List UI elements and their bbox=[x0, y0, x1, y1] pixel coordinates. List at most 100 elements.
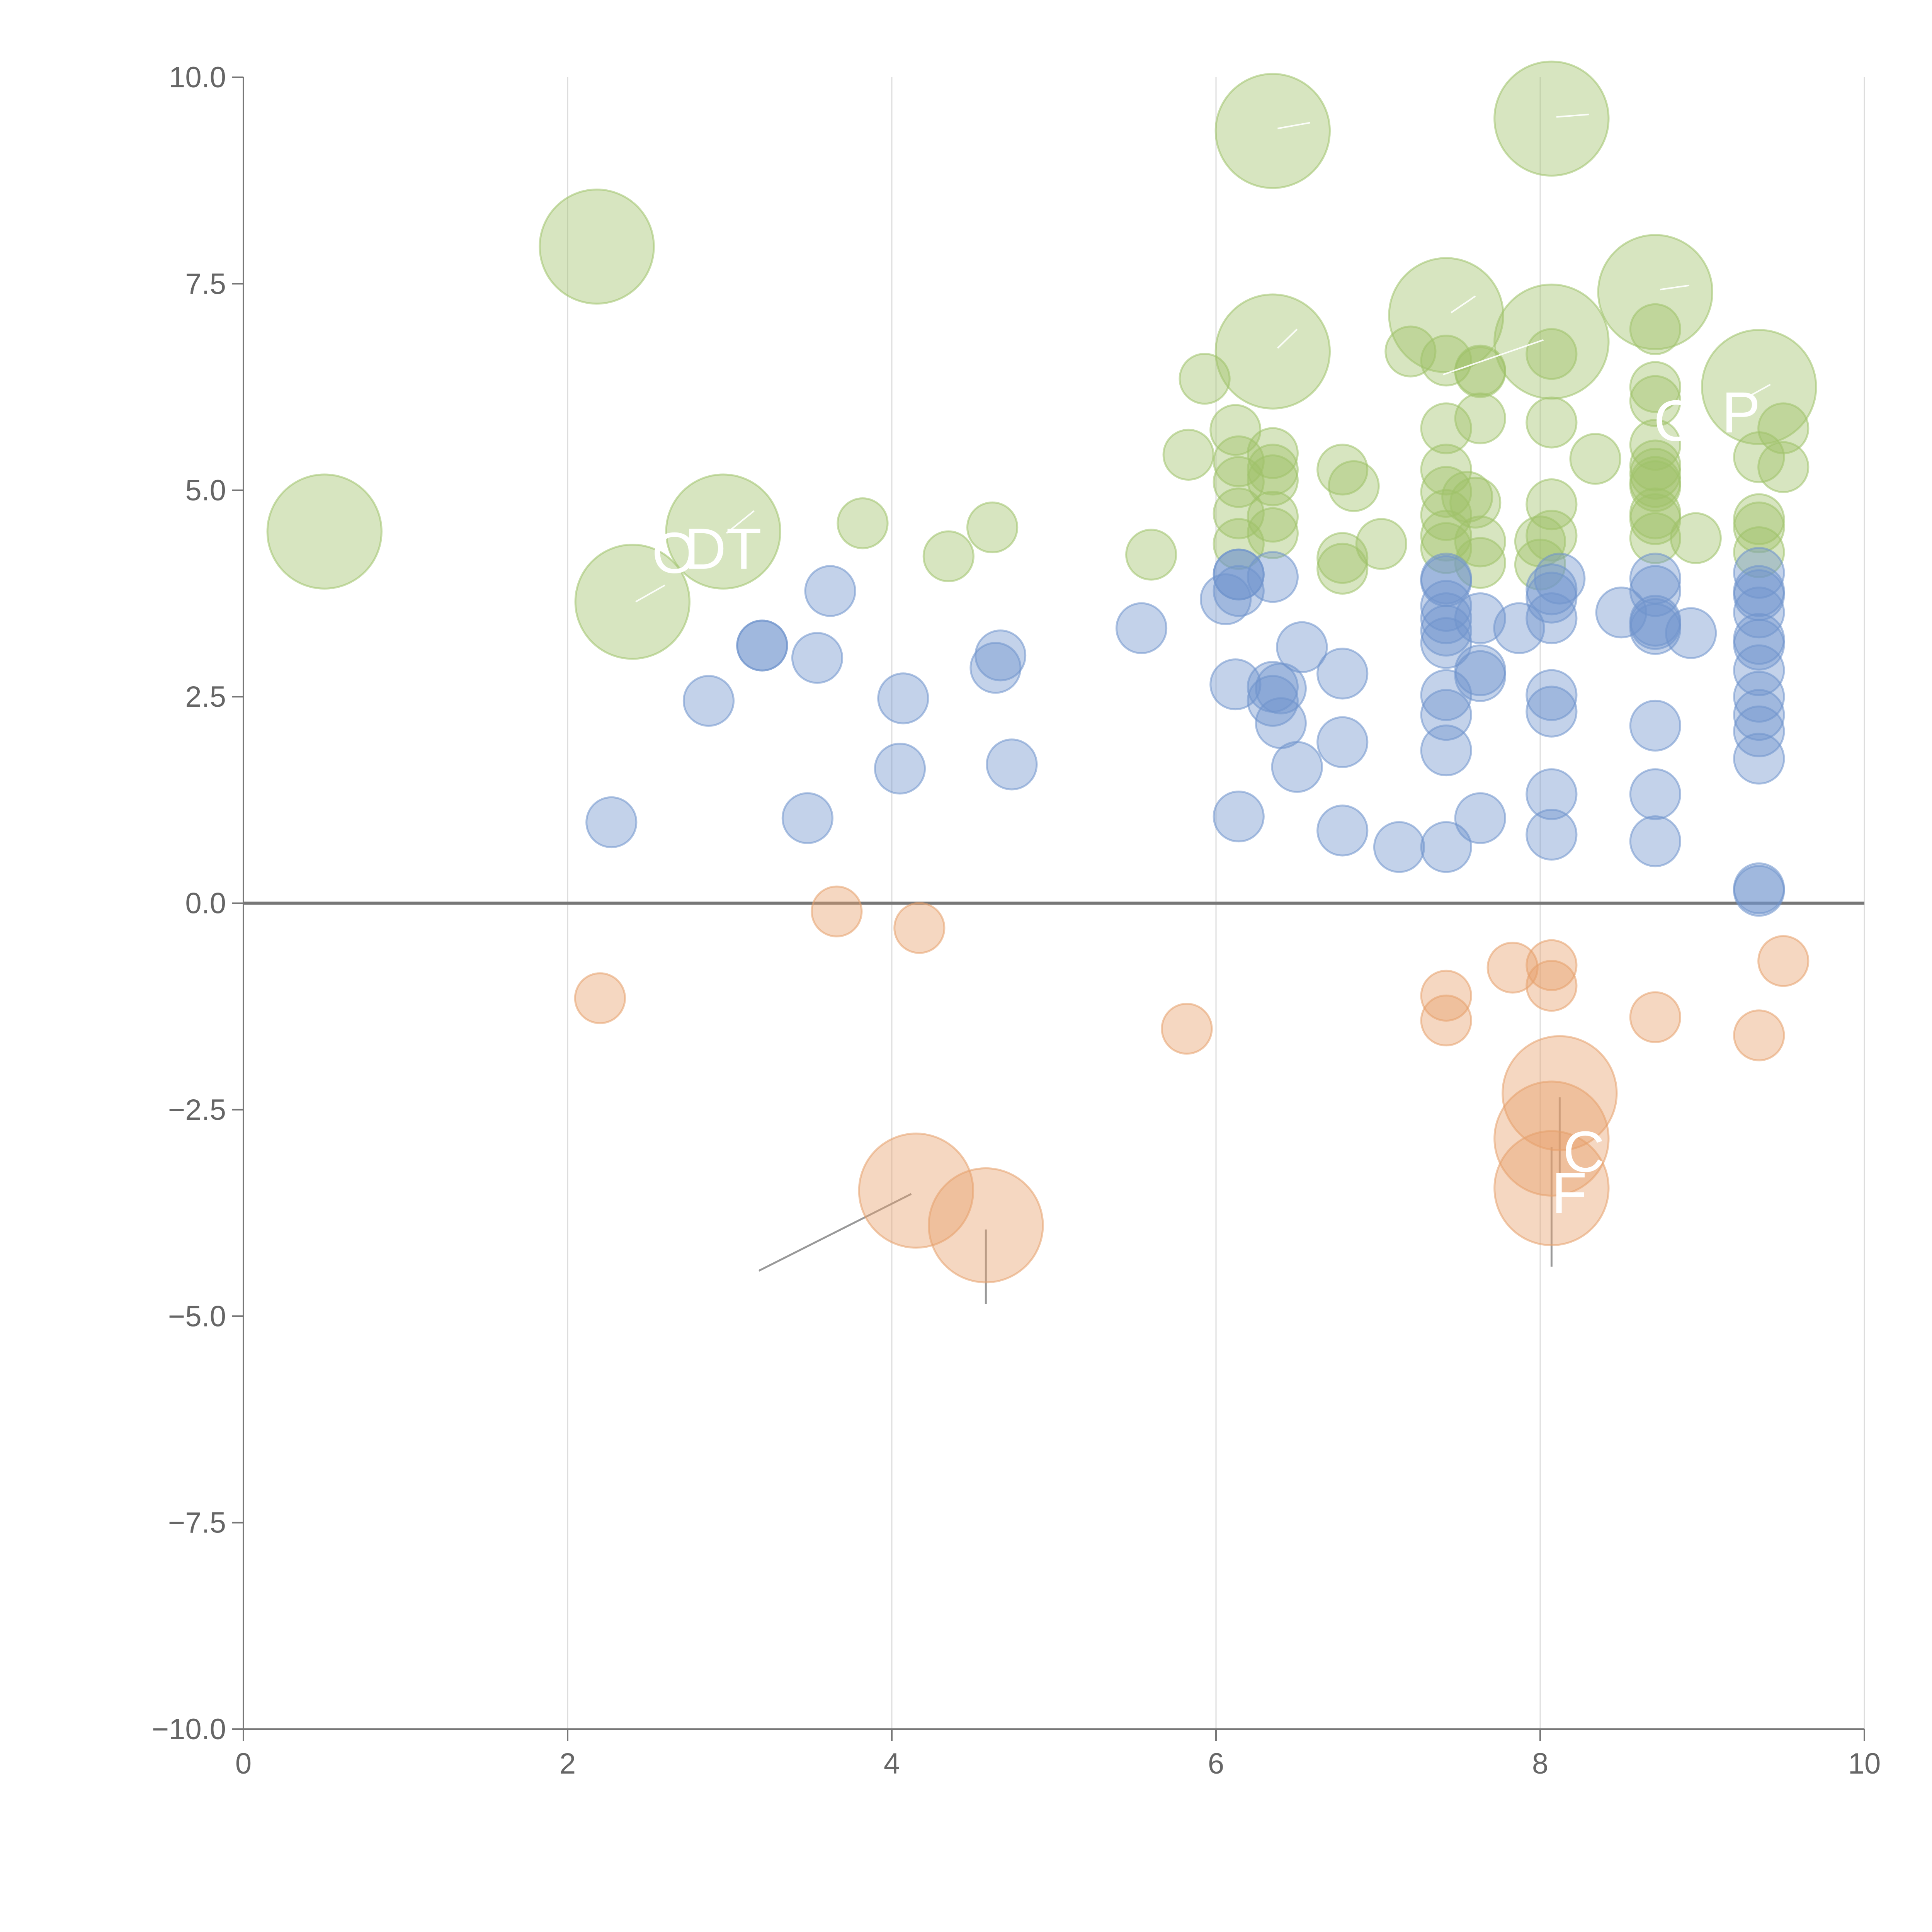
blue-data-point bbox=[1213, 565, 1265, 617]
blue-data-point bbox=[1420, 821, 1472, 873]
blue-data-point bbox=[986, 738, 1038, 791]
blue-data-point bbox=[1454, 792, 1506, 844]
green-data-point bbox=[1597, 234, 1714, 350]
blue-data-point bbox=[974, 629, 1027, 682]
y-tick-label: 7.5 bbox=[185, 267, 226, 300]
bubble-label: F bbox=[1551, 1160, 1587, 1225]
orange-data-point bbox=[1733, 1009, 1785, 1061]
blue-data-point bbox=[1454, 592, 1506, 645]
blue-data-point bbox=[736, 619, 788, 672]
green-data-point bbox=[1420, 335, 1472, 387]
green-data-point bbox=[1214, 73, 1331, 189]
x-tick-label: 2 bbox=[560, 1747, 576, 1780]
blue-data-point bbox=[1733, 671, 1785, 723]
green-data-point bbox=[1420, 522, 1472, 574]
label-leader-line bbox=[1660, 284, 1690, 291]
blue-data-point bbox=[1733, 862, 1785, 915]
green-data-point bbox=[1420, 444, 1472, 496]
blue-data-point bbox=[1316, 648, 1369, 700]
green-data-point bbox=[1454, 392, 1506, 444]
orange-data-point bbox=[893, 902, 946, 954]
blue-data-point bbox=[1247, 551, 1299, 603]
green-data-point bbox=[1247, 491, 1299, 543]
blue-data-point bbox=[1733, 586, 1785, 639]
orange-data-point bbox=[1526, 960, 1578, 1012]
orange-data-point bbox=[1757, 935, 1810, 987]
orange-data-point bbox=[1486, 942, 1539, 994]
y-tick-label: −10.0 bbox=[152, 1713, 226, 1746]
orange-data-point bbox=[574, 972, 626, 1024]
orange-data-point bbox=[1161, 1003, 1213, 1055]
blue-data-point bbox=[804, 565, 856, 617]
orange-data-point bbox=[1526, 939, 1578, 991]
green-data-point bbox=[966, 501, 1019, 554]
green-data-point bbox=[1526, 396, 1578, 449]
green-data-point bbox=[1316, 543, 1369, 595]
label-leader-line bbox=[1442, 339, 1544, 376]
blue-data-point bbox=[1629, 595, 1681, 647]
blue-data-point bbox=[1629, 815, 1681, 867]
label-leader-line bbox=[635, 584, 665, 603]
green-data-point bbox=[1629, 512, 1681, 564]
blue-data-point bbox=[1534, 553, 1586, 605]
green-data-point bbox=[1629, 303, 1681, 355]
blue-data-point bbox=[1733, 613, 1785, 665]
blue-data-point bbox=[1526, 592, 1578, 645]
orange-data-point bbox=[1629, 991, 1681, 1043]
green-data-point bbox=[1733, 526, 1785, 578]
y-tick-label: −5.0 bbox=[168, 1300, 226, 1333]
blue-data-point bbox=[1213, 790, 1265, 843]
blue-data-point bbox=[1271, 741, 1323, 793]
blue-data-point bbox=[1420, 689, 1472, 741]
blue-data-point bbox=[1454, 644, 1506, 696]
green-data-point bbox=[1247, 427, 1299, 479]
green-data-point bbox=[1328, 460, 1380, 512]
blue-data-point bbox=[1526, 563, 1578, 616]
leader-line bbox=[758, 1193, 912, 1272]
green-data-point bbox=[1670, 512, 1722, 564]
y-tick-label: 10.0 bbox=[169, 61, 226, 94]
x-tick-label: 10 bbox=[1848, 1747, 1881, 1780]
green-data-point bbox=[1514, 539, 1566, 591]
orange-data-point bbox=[928, 1167, 1044, 1284]
blue-data-point bbox=[1595, 586, 1647, 639]
green-data-point bbox=[1493, 60, 1610, 177]
green-data-point bbox=[1213, 518, 1265, 570]
y-tick-label: 0.0 bbox=[185, 887, 226, 920]
bubble-label: P bbox=[1722, 380, 1760, 445]
blue-data-point bbox=[1665, 607, 1717, 659]
green-data-point bbox=[1420, 402, 1472, 454]
blue-data-point bbox=[969, 642, 1022, 694]
blue-data-point bbox=[1373, 821, 1425, 873]
label-leader-line bbox=[1277, 122, 1310, 129]
x-tick-label: 0 bbox=[235, 1747, 252, 1780]
orange-data-point bbox=[1493, 1080, 1610, 1197]
tick-labels: 0 2 4 6 8 10 10.0 7.5 5.0 2.5 0.0 −2.5 −5.0 −7.5 −10.0 bbox=[152, 61, 1881, 1780]
blue-data-point bbox=[1629, 699, 1681, 752]
green-data-point bbox=[1125, 529, 1177, 581]
label-leader-line bbox=[1451, 295, 1476, 313]
blue-data-point bbox=[1526, 768, 1578, 820]
orange-data-point bbox=[811, 885, 863, 937]
y-tick-label: −7.5 bbox=[168, 1507, 226, 1539]
blue-data-point bbox=[1733, 689, 1785, 741]
green-data-point bbox=[1454, 537, 1506, 589]
green-data-point bbox=[1569, 433, 1621, 485]
blue-data-point bbox=[1526, 669, 1578, 721]
x-tick-label: 4 bbox=[884, 1747, 900, 1780]
blue-data-point bbox=[1420, 553, 1472, 605]
data-points bbox=[266, 60, 1817, 1284]
blue-data-point bbox=[1255, 662, 1307, 714]
green-data-point bbox=[922, 530, 975, 582]
green-data-point bbox=[1526, 328, 1578, 380]
green-data-point bbox=[1355, 518, 1407, 570]
label-leader-line bbox=[1556, 114, 1589, 118]
blue-data-point bbox=[1629, 768, 1681, 820]
green-data-point bbox=[1384, 325, 1437, 378]
x-tick-label: 8 bbox=[1532, 1747, 1548, 1780]
blue-data-point bbox=[1420, 724, 1472, 777]
green-data-point bbox=[1247, 507, 1299, 560]
green-data-point bbox=[665, 473, 781, 590]
green-data-point bbox=[1441, 471, 1493, 523]
